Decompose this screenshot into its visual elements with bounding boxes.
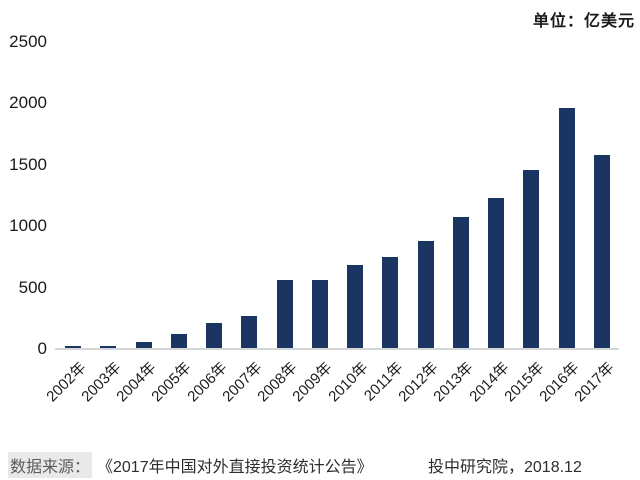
x-tick-label-2006年: 2006年 (183, 359, 231, 406)
x-tick-label-2010年: 2010年 (324, 359, 372, 406)
x-tick-label-2013年: 2013年 (430, 359, 477, 406)
bar-2010年 (347, 264, 363, 349)
x-tick-label-2005年: 2005年 (148, 359, 195, 406)
y-tick-label-0: 0 (37, 339, 47, 358)
bar-2013年 (452, 216, 469, 349)
bar-2017年 (593, 154, 610, 349)
bar-2008年 (276, 280, 293, 349)
bar-2002年 (65, 345, 81, 349)
x-tick-label-2002年: 2002年 (42, 359, 90, 406)
x-axis-line (55, 348, 619, 350)
y-tick-label-1500: 1500 (9, 154, 47, 174)
source-prefix-label: 数据来源： (8, 452, 93, 478)
x-tick-label-2017年: 2017年 (571, 359, 618, 406)
bar-2004年 (135, 342, 152, 349)
x-tick-label-2009年: 2009年 (289, 359, 336, 406)
bar-2012年 (417, 241, 434, 349)
bar-chart-plot-area (55, 42, 619, 349)
bar-2007年 (241, 316, 258, 349)
source-publisher-text: 投中研究院，2018.12 (428, 459, 582, 476)
bar-2003年 (100, 345, 117, 349)
x-tick-label-2014年: 2014年 (465, 359, 513, 406)
source-reference-text: 《2017年中国对外直接投资统计公告》 (97, 459, 373, 476)
bar-2015年 (523, 170, 540, 349)
bar-2006年 (206, 323, 222, 349)
bar-2009年 (311, 279, 328, 349)
unit-label: 单位：亿美元 (532, 13, 635, 30)
bar-2016年 (558, 108, 575, 349)
source-line: 数据来源： 《2017年中国对外直接投资统计公告》 投中研究院，2018.12 (0, 452, 640, 478)
bar-2005年 (170, 333, 187, 349)
y-tick-label-1000: 1000 (9, 216, 47, 236)
y-axis-tick-labels: 0 500 1000 1500 2000 2500 (0, 32, 47, 358)
x-axis-tick-labels: 2002年 2003年 2004年 2005年 2006年 2007年 2008年 2009年… (43, 352, 619, 412)
y-tick-label-2500: 2500 (9, 32, 47, 51)
bar-2014年 (488, 197, 504, 349)
bar-2011年 (382, 257, 399, 349)
y-tick-label-2000: 2000 (9, 93, 47, 113)
y-tick-label-500: 500 (18, 277, 47, 297)
